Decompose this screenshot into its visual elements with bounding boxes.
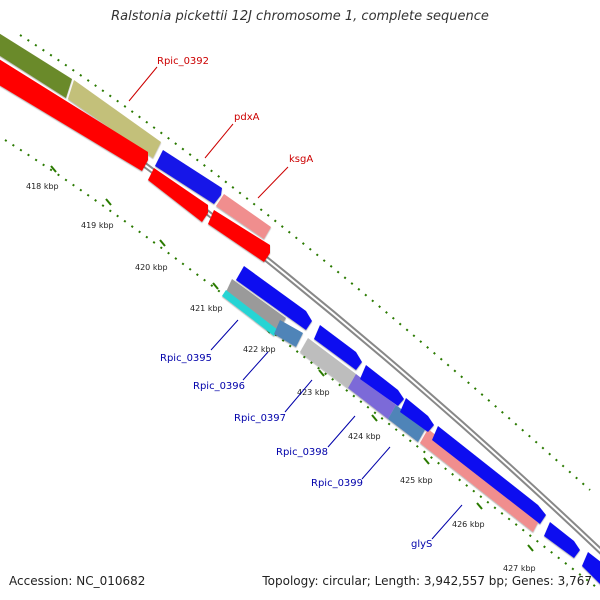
feature-rpic-0397-cds[interactable]: [360, 365, 404, 406]
gene-labels: Rpic_0392 pdxA ksgA Rpic_0395 Rpic_0396 …: [157, 56, 432, 550]
feature-rpic-0396-band[interactable]: [274, 320, 303, 347]
leader-line: [210, 319, 239, 351]
major-tick: [212, 282, 219, 290]
feature-pdxA-cds[interactable]: [148, 168, 208, 222]
feature-next-cds[interactable]: [582, 552, 600, 590]
feature-pdxA-band[interactable]: [155, 150, 222, 204]
leader-lines-reverse: [128, 66, 289, 199]
genome-summary: Topology: circular; Length: 3,942,557 bp…: [262, 574, 592, 588]
gene-label-rpic-0392[interactable]: Rpic_0392: [157, 56, 209, 67]
feature-rpic-0392-band-b[interactable]: [68, 80, 161, 158]
feature-glyS-band[interactable]: [420, 429, 541, 532]
leader-line: [257, 166, 289, 199]
feature-rpic-0392-cds[interactable]: [0, 56, 148, 171]
major-tick: [527, 544, 534, 552]
tick-track-inner: [4, 139, 600, 591]
major-tick: [50, 165, 57, 173]
leader-line: [284, 379, 313, 413]
feature-rpic-0395-band-grey[interactable]: [226, 279, 286, 332]
kbp-label: 422 kbp: [243, 345, 276, 354]
feature-rpic-0398-cds[interactable]: [400, 398, 434, 432]
map-title: Ralstonia pickettii 12J chromosome 1, co…: [111, 9, 489, 24]
leader-line: [204, 123, 234, 159]
major-tick: [159, 239, 166, 247]
kbp-label: 427 kbp: [503, 564, 536, 573]
kbp-label: 420 kbp: [135, 263, 168, 272]
feature-ksgA-band[interactable]: [216, 194, 271, 239]
major-tick: [423, 457, 430, 465]
gene-label-glyS[interactable]: glyS: [411, 539, 432, 550]
feature-rpic-0398-band[interactable]: [348, 374, 396, 419]
major-tick: [476, 502, 483, 510]
feature-glyS-cds[interactable]: [544, 522, 580, 558]
leader-line: [242, 351, 269, 381]
major-ticks: [50, 165, 534, 552]
gene-label-rpic-0399[interactable]: Rpic_0399: [311, 478, 363, 489]
major-tick: [105, 198, 112, 206]
gene-label-rpic-0396[interactable]: Rpic_0396: [193, 381, 245, 392]
kbp-label: 426 kbp: [452, 520, 485, 529]
major-tick: [318, 369, 325, 377]
kbp-label: 423 kbp: [297, 388, 330, 397]
kbp-label: 424 kbp: [348, 432, 381, 441]
leader-line: [361, 446, 391, 480]
leader-line: [431, 504, 463, 540]
feature-ksgA-cds[interactable]: [208, 210, 270, 262]
kbp-label: 425 kbp: [400, 476, 433, 485]
major-tick: [371, 414, 378, 422]
kbp-label: 421 kbp: [190, 304, 223, 313]
feature-rpic-0395-band-cyan[interactable]: [222, 290, 278, 336]
gene-label-rpic-0395[interactable]: Rpic_0395: [160, 353, 212, 364]
accession-label: Accession: NC_010682: [9, 574, 146, 588]
feature-rpic-0399-band[interactable]: [388, 405, 426, 442]
kbp-labels: 418 kbp 419 kbp 420 kbp 421 kbp 422 kbp …: [26, 182, 536, 573]
feature-rpic-0397-band[interactable]: [300, 338, 356, 388]
feature-rpic-0395-cds[interactable]: [236, 266, 312, 330]
kbp-label: 418 kbp: [26, 182, 59, 191]
feature-rpic-0396-cds[interactable]: [314, 325, 362, 370]
leader-lines-forward: [210, 319, 463, 540]
gene-label-ksgA[interactable]: ksgA: [289, 154, 313, 165]
leader-line: [327, 415, 356, 448]
gene-label-rpic-0398[interactable]: Rpic_0398: [276, 447, 328, 458]
gene-label-pdxA[interactable]: pdxA: [234, 112, 260, 123]
feature-rpic-0392-band-a[interactable]: [0, 30, 72, 98]
feature-rpic-0399-cds[interactable]: [432, 426, 546, 524]
gene-label-rpic-0397[interactable]: Rpic_0397: [234, 413, 286, 424]
leader-line: [128, 66, 158, 102]
kbp-label: 419 kbp: [81, 221, 114, 230]
